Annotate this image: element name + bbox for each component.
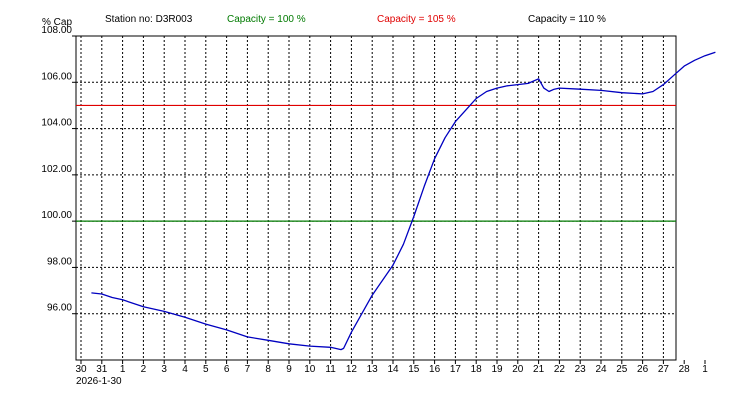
x-tick-label: 28: [679, 364, 691, 375]
x-tick-label: 15: [408, 364, 420, 375]
x-tick-label: 27: [658, 364, 670, 375]
y-tick-label: 102.00: [41, 164, 72, 175]
y-tick-label: 100.00: [41, 210, 72, 221]
series-line: [91, 51, 716, 351]
x-tick-label: 1: [120, 364, 126, 375]
threshold-lines: [76, 104, 676, 222]
x-tick-label: 12: [346, 364, 358, 375]
x-tick-label: 18: [471, 364, 483, 375]
y-tick-label: 108.00: [41, 25, 72, 36]
x-tick-label: 30: [75, 364, 87, 375]
y-tick-label: 106.00: [41, 71, 72, 82]
x-tick-label: 14: [387, 364, 399, 375]
y-axis-ticks: 96.00 98.00 100.00 102.00 104.00 106.00 108.00: [41, 25, 76, 315]
x-tick-label: 22: [554, 364, 566, 375]
x-tick-label: 16: [429, 364, 441, 375]
y-tick-label: 98.00: [47, 256, 72, 267]
x-tick-label: 6: [224, 364, 230, 375]
x-tick-label: 4: [182, 364, 188, 375]
x-tick-label: 26: [637, 364, 649, 375]
y-axis-label: % Cap: [42, 17, 72, 28]
x-tick-label: 11: [325, 364, 336, 375]
series-layer: [91, 51, 716, 351]
x-tick-label: 9: [286, 364, 292, 375]
x-tick-label: 1: [702, 364, 708, 375]
y-tick-label: 104.00: [41, 118, 72, 129]
x-tick-label: 20: [512, 364, 524, 375]
x-tick-label: 24: [595, 364, 607, 375]
legend-capacity-100: Capacity = 100 %: [227, 14, 306, 25]
x-tick-label: 13: [367, 364, 379, 375]
legend-capacity-110: Capacity = 110 %: [528, 14, 606, 25]
x-tick-label: 7: [245, 364, 251, 375]
x-tick-label: 5: [203, 364, 209, 375]
x-tick-label: 8: [265, 364, 271, 375]
x-tick-label: 25: [616, 364, 628, 375]
grid: [76, 36, 676, 360]
x-tick-label: 31: [96, 364, 108, 375]
x-tick-label: 21: [533, 364, 545, 375]
x-tick-label: 19: [491, 364, 503, 375]
plot-area: [75, 35, 677, 361]
legend-capacity-105: Capacity = 105 %: [377, 14, 456, 25]
x-tick-label: 3: [161, 364, 167, 375]
station-label: Station no: D3R003: [105, 14, 193, 25]
x-start-date-label: 2026-1-30: [76, 376, 122, 387]
y-tick-label: 96.00: [47, 303, 72, 314]
x-axis-ticks: 30 31 1 2 3 4 5 6 7 8 9 10 11 12 13 14 15 16 17 18 19 20 21 22 2…: [75, 360, 708, 375]
x-tick-label: 23: [575, 364, 587, 375]
x-tick-label: 17: [450, 364, 462, 375]
x-tick-label: 2: [141, 364, 147, 375]
x-tick-label: 10: [304, 364, 316, 375]
